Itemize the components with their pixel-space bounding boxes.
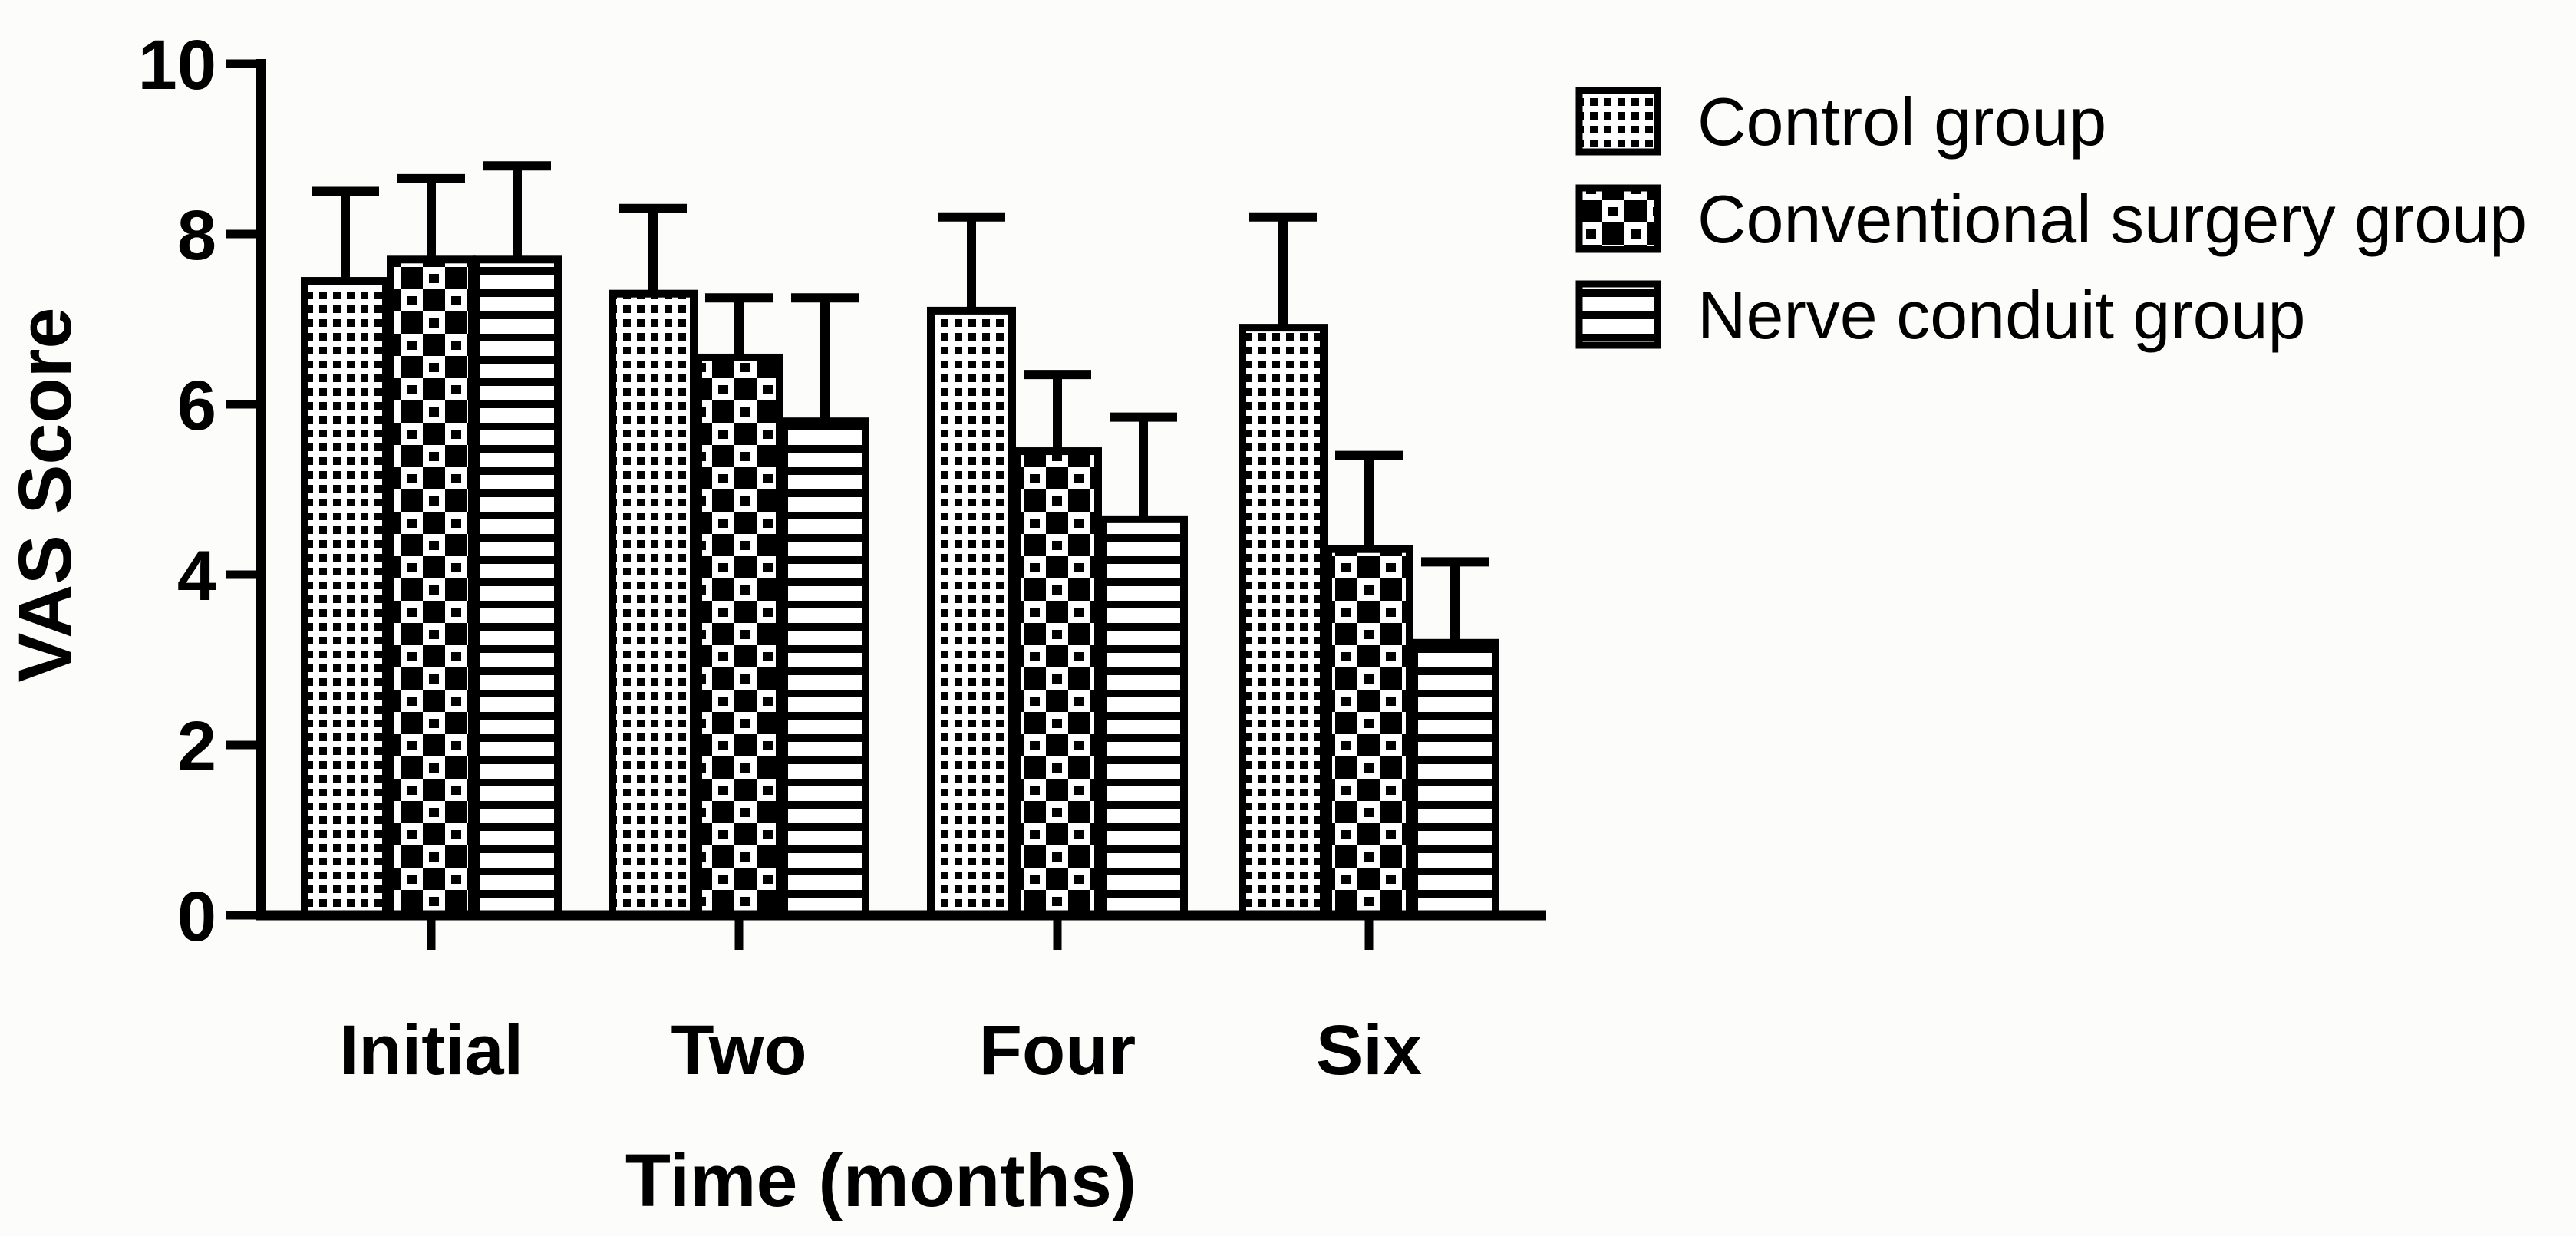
y-axis-title: VAS Score — [3, 308, 87, 683]
x-axis-title: Time (months) — [625, 1139, 1136, 1222]
legend: Control group Conventional surgery group N… — [1575, 84, 2527, 353]
bar-conventional-surgery-group-two — [694, 353, 783, 919]
bar-group-control-group-six — [1239, 212, 1328, 920]
y-tick-label-8: 8 — [177, 196, 216, 275]
y-tick-label-4: 4 — [177, 537, 216, 615]
bar-conventional-surgery-group-initial — [387, 255, 476, 919]
bar-control-group-six — [1239, 324, 1328, 920]
bar-group-conventional-surgery-group-two — [694, 293, 783, 919]
bar-conventional-surgery-group-six — [1324, 545, 1413, 919]
x-category-label-four: Four — [979, 1011, 1136, 1089]
bar-control-group-two — [609, 289, 698, 919]
bar-conventional-surgery-group-four — [1013, 447, 1102, 919]
bar-group-conventional-surgery-group-four — [1013, 370, 1102, 919]
legend-item-nerve-conduit-group: Nerve conduit group — [1575, 277, 2305, 353]
bar-group-nerve-conduit-group-initial — [473, 161, 562, 919]
legend-swatch-horizontal-lines-icon — [1575, 280, 1661, 349]
bar-group-control-group-four — [927, 212, 1016, 919]
bar-nerve-conduit-group-six — [1410, 638, 1499, 919]
bar-control-group-four — [927, 306, 1016, 919]
x-category-label-six: Six — [1316, 1011, 1422, 1089]
y-tick-label-2: 2 — [177, 707, 216, 786]
bar-nerve-conduit-group-four — [1099, 515, 1188, 919]
legend-swatch-coarse-checker-icon — [1575, 184, 1661, 253]
legend-label-conventional-surgery-group: Conventional surgery group — [1697, 181, 2527, 257]
y-tick-label-10: 10 — [138, 26, 216, 104]
legend-label-nerve-conduit-group: Nerve conduit group — [1697, 277, 2305, 353]
bar-group-nerve-conduit-group-four — [1099, 412, 1188, 919]
legend-label-control-group: Control group — [1697, 84, 2106, 160]
bar-control-group-initial — [301, 277, 390, 919]
legend-item-conventional-surgery-group: Conventional surgery group — [1575, 181, 2527, 257]
bar-group-control-group-two — [609, 203, 698, 919]
axes: 0 2 4 6 8 10 Initial Two Four Six Time (months) VAS… — [3, 26, 1546, 1222]
x-category-label-two: Two — [671, 1011, 806, 1089]
legend-swatch-fine-checker-icon — [1575, 87, 1661, 156]
bar-group-conventional-surgery-group-six — [1324, 450, 1413, 919]
y-tick-label-6: 6 — [177, 367, 216, 445]
bar-group-nerve-conduit-group-six — [1410, 557, 1499, 919]
bar-nerve-conduit-group-two — [780, 417, 869, 919]
bar-nerve-conduit-group-initial — [473, 255, 562, 919]
legend-item-control-group: Control group — [1575, 84, 2106, 160]
bar-group-nerve-conduit-group-two — [780, 293, 869, 919]
bar-group-control-group-initial — [301, 186, 390, 919]
x-category-label-initial: Initial — [339, 1011, 523, 1089]
bar-group-conventional-surgery-group-initial — [387, 173, 476, 919]
y-tick-label-0: 0 — [177, 878, 216, 956]
